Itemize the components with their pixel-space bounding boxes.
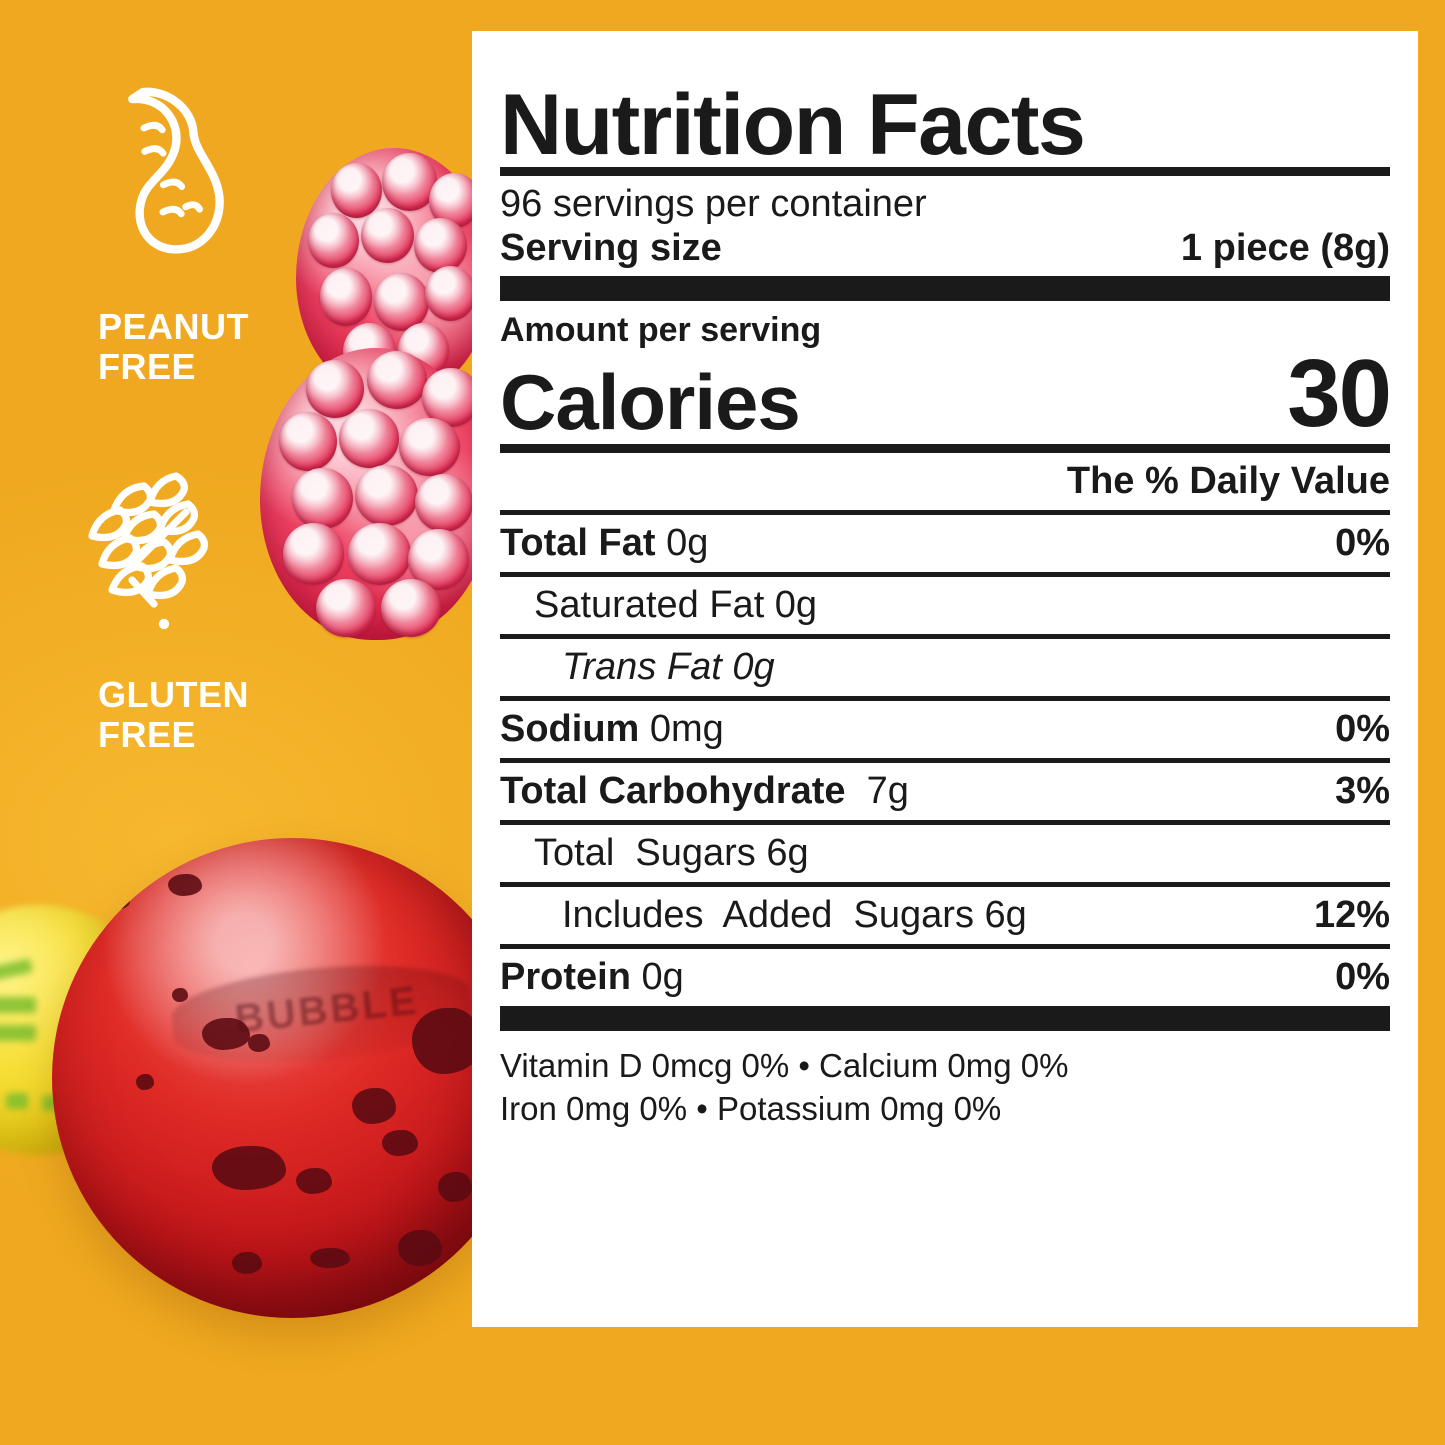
rule-under-calories — [500, 444, 1390, 454]
nutrient-rows: Total Fat 0g 0% Saturated Fat 0g Trans Fat … — [500, 515, 1390, 1006]
amount-per-serving-label: Amount per serving — [500, 311, 822, 350]
red-gumball-image: BUBBLE — [52, 838, 532, 1318]
rule-thick-top — [500, 276, 1390, 302]
nutrient-row: Total Carbohydrate 7g 3% — [500, 763, 1390, 820]
nutrient-row: Sodium 0mg 0% — [500, 701, 1390, 758]
nutrient-row: Total Fat 0g 0% — [500, 515, 1390, 572]
badge-gluten-free: GLUTEN FREE — [62, 452, 362, 756]
rule-thick-bottom — [500, 1006, 1390, 1032]
nutrient-row: Trans Fat 0g — [500, 639, 1390, 696]
rule-between-rows — [500, 634, 1390, 640]
badge-peanut-line1: PEANUT — [98, 306, 250, 347]
rule-under-daily-value — [500, 510, 1390, 516]
serving-size-row: Serving size 1 piece (8g) — [500, 227, 1390, 276]
calories-label: Calories — [500, 357, 801, 446]
badge-peanut-free: PEANUT FREE — [62, 84, 362, 388]
micronutrients: Vitamin D 0mcg 0% • Calcium 0mg 0% Iron … — [500, 1031, 1390, 1131]
nutrient-row: Protein 0g 0% — [500, 949, 1390, 1006]
nutrient-daily-value: 3% — [1335, 770, 1390, 813]
peanut-icon — [128, 87, 224, 254]
servings-per-container: 96 servings per container — [500, 183, 927, 226]
calories-value: 30 — [1287, 340, 1392, 448]
wheat-dot-icon — [158, 618, 170, 630]
badge-peanut-label: PEANUT FREE — [98, 306, 362, 388]
nutrient-daily-value: 0% — [1335, 708, 1390, 751]
nutrient-name: Saturated Fat 0g — [534, 584, 818, 627]
badge-peanut-line2: FREE — [98, 346, 197, 388]
daily-value-header: The % Daily Value — [1066, 460, 1390, 503]
badge-gluten-line1: GLUTEN — [98, 674, 249, 715]
nutrient-row: Includes Added Sugars 6g 12% — [500, 887, 1390, 944]
rule-under-title — [500, 167, 1390, 177]
nutrient-name: Total Fat 0g — [500, 522, 709, 565]
raspberry-cluster-image — [260, 148, 492, 640]
raspberry-bottom — [260, 348, 492, 640]
badge-gluten-label: GLUTEN FREE — [98, 674, 362, 756]
nutrition-facts-card: Nutrition Facts 96 servings per containe… — [472, 31, 1418, 1327]
nutrient-name: Total Carbohydrate 7g — [500, 770, 909, 813]
serving-size-value: 1 piece (8g) — [1180, 227, 1390, 270]
badge-gluten-line2: FREE — [98, 714, 197, 756]
rule-between-rows — [500, 572, 1390, 578]
nutrient-daily-value: 0% — [1335, 522, 1390, 565]
nutrient-daily-value: 0% — [1335, 956, 1390, 999]
nutrient-name: Trans Fat 0g — [562, 646, 775, 689]
serving-size-label: Serving size — [500, 227, 722, 270]
micronutrient-line-1: Vitamin D 0mcg 0% • Calcium 0mg 0% — [500, 1047, 1069, 1085]
nutrient-row: Total Sugars 6g — [500, 825, 1390, 882]
nutrient-daily-value: 12% — [1313, 894, 1390, 937]
nutrient-name: Total Sugars 6g — [534, 832, 809, 875]
nutrient-row: Saturated Fat 0g — [500, 577, 1390, 634]
nutrient-name: Sodium 0mg — [500, 708, 724, 751]
wheat-icon — [88, 472, 208, 630]
rule-between-rows — [500, 882, 1390, 888]
nutrition-facts-title: Nutrition Facts — [500, 77, 1086, 173]
rule-between-rows — [500, 758, 1390, 764]
micronutrient-line-2: Iron 0mg 0% • Potassium 0mg 0% — [500, 1090, 1002, 1128]
nutrient-name: Protein 0g — [500, 956, 684, 999]
rule-between-rows — [500, 820, 1390, 826]
nutrient-name: Includes Added Sugars 6g — [562, 894, 1027, 937]
rule-between-rows — [500, 944, 1390, 950]
calories-row: Calories 30 — [500, 340, 1392, 448]
rule-between-rows — [500, 696, 1390, 702]
